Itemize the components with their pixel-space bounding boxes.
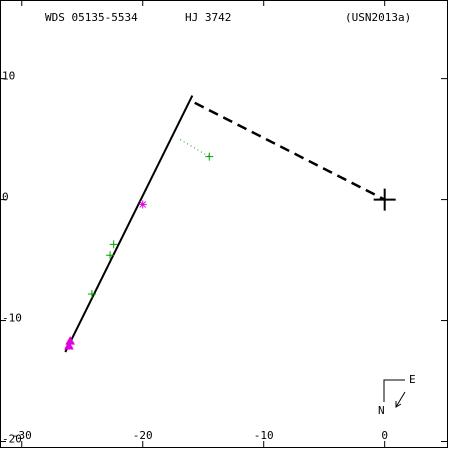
header-wds: WDS 05135-5534 xyxy=(45,11,138,24)
orbit-line xyxy=(194,101,386,201)
orbit-line xyxy=(64,95,194,353)
x-tick-label: -30 xyxy=(12,429,32,442)
x-tick-label: -20 xyxy=(133,429,153,442)
plus-marker xyxy=(109,240,118,249)
cross-marker xyxy=(373,188,396,211)
y-tick-label: 10 xyxy=(2,70,15,83)
compass-arrow xyxy=(395,391,406,408)
compass: N E xyxy=(378,373,416,417)
compass-north: N xyxy=(378,404,385,417)
y-tick-label: 0 xyxy=(2,191,9,204)
compass-arrowhead xyxy=(395,401,402,408)
y-tick-label: -20 xyxy=(2,433,22,446)
plus-marker xyxy=(205,152,214,161)
plus-marker xyxy=(87,289,96,298)
x-tick-label: 0 xyxy=(381,429,388,442)
orbit-line xyxy=(179,139,210,158)
compass-axes xyxy=(383,379,405,402)
triangle-marker xyxy=(64,340,74,350)
plus-marker xyxy=(106,251,115,260)
star-marker xyxy=(138,200,147,209)
compass-east: E xyxy=(409,373,416,386)
x-tick-label: -10 xyxy=(254,429,274,442)
y-tick-label: -10 xyxy=(2,312,22,325)
header-ref: (USN2013a) xyxy=(345,11,411,24)
header-name: HJ 3742 xyxy=(185,11,231,24)
